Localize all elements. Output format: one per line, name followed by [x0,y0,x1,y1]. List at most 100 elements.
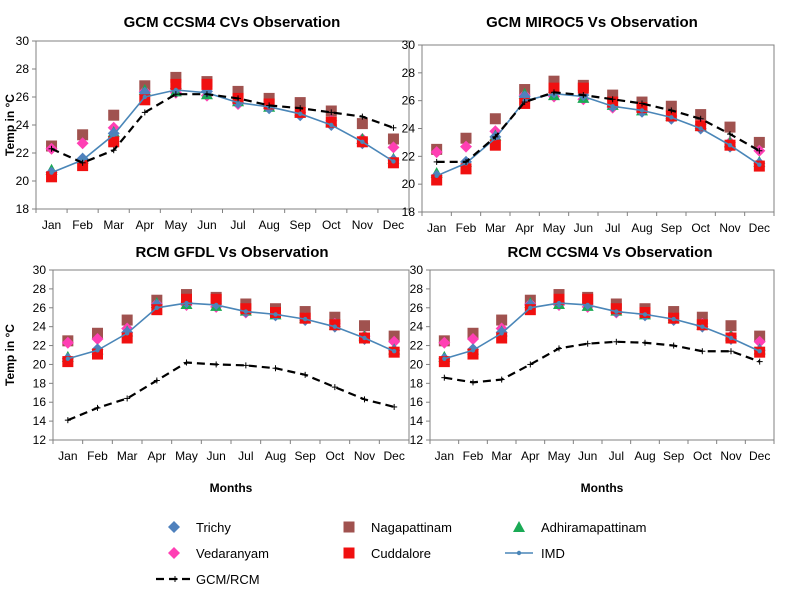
chart-panel-2: 18 20 22 24 26 28 30 Jan Feb Mar Apr May Jun Jul Aug Se… [402,14,775,235]
y-tick-label: 18 [16,202,30,216]
data-point-imd [95,348,100,353]
y-tick-label: 22 [410,339,424,353]
x-tick-label: Oct [325,449,344,463]
x-tick-label: May [548,449,571,463]
data-point-gcmrcm [727,131,733,138]
x-tick-label: Dec [383,449,404,463]
data-point-gcmrcm [141,109,148,116]
y-tick-label: 26 [410,301,424,315]
data-point-imd [362,335,367,341]
legend: Trichy Nagapattinam Adhiramapattinam Vedara… [156,520,647,587]
legend-item-adhiramapattinam: Adhiramapattinam [513,520,647,535]
legend-label: IMD [541,546,565,561]
y-tick-label: 26 [16,90,30,104]
legend-label: Nagapattinam [371,520,452,535]
data-point-vedaranyam [91,332,104,345]
series-line-gcmrcm [51,93,394,164]
y-axis-label: Temp in °C [3,324,17,386]
x-tick-label: Apr [147,449,166,463]
data-point-imd [184,300,189,306]
data-point-gcmrcm [639,100,645,107]
x-tick-label: Jul [609,449,624,463]
data-point-gcmrcm [756,358,763,365]
x-tick-label: Dec [383,218,404,232]
x-tick-label: Jul [230,218,245,232]
series-gcmrcm [64,359,398,424]
data-point-nagapattinam [108,109,120,121]
data-point-imd [213,302,219,308]
data-point-nagapattinam [232,85,244,97]
series-imd [442,300,762,361]
data-point-imd [111,132,116,137]
data-point-imd [434,173,439,179]
series-line-gcmrcm [67,361,395,422]
data-point-vedaranyam [430,146,443,159]
x-tick-label: Jul [605,221,620,235]
data-point-imd [610,104,615,109]
legend-swatch-vedaranyam [168,547,180,559]
data-point-imd [757,349,762,354]
data-point-nagapattinam [170,71,182,83]
data-point-imd [671,316,676,322]
y-tick-label: 14 [33,414,47,428]
y-tick-label: 28 [402,66,416,80]
data-point-cuddalore [139,94,151,106]
data-point-gcmrcm [328,109,335,116]
data-point-cuddalore [577,82,589,94]
data-point-nagapattinam [696,311,708,323]
data-point-vedaranyam [388,335,401,348]
x-tick-label: Feb [72,218,93,232]
data-point-gcmrcm [302,371,309,378]
x-tick-label: Sep [663,449,685,463]
y-tick-label: 24 [402,122,416,136]
data-point-imd [442,356,447,361]
legend-item-vedaranyam: Vedaranyam [168,546,269,561]
y-tick-label: 14 [410,414,424,428]
data-point-imd [273,312,278,317]
x-tick-label: Feb [463,449,484,463]
data-point-gcmrcm [670,342,677,349]
data-point-gcmrcm [613,338,620,345]
data-point-cuddalore [46,171,58,183]
x-tick-label: Sep [294,449,316,463]
y-tick-label: 24 [33,320,47,334]
x-tick-label: Mar [485,221,506,235]
data-point-nagapattinam [724,121,736,133]
y-tick-label: 28 [33,282,47,296]
chart-panel-3: 12 14 16 18 20 22 24 26 28 30 Jan Feb Mar Apr May Jun Ju… [3,244,410,495]
data-point-gcmrcm [203,91,210,98]
y-tick-label: 16 [33,395,47,409]
x-tick-label: May [543,221,566,235]
y-tick-label: 18 [402,205,416,219]
x-tick-label: May [175,449,198,463]
data-point-gcmrcm [642,339,648,346]
data-point-imd [669,115,674,120]
data-point-gcmrcm [521,99,528,106]
data-point-imd [329,122,334,128]
x-tick-label: Jan [427,221,446,235]
data-point-cuddalore [548,82,560,94]
data-point-gcmrcm [124,395,131,402]
data-point-imd [556,300,562,306]
series-line-imd [436,92,760,177]
data-point-gcmrcm [172,91,179,98]
data-point-imd [698,126,703,131]
data-point-nagapattinam [77,129,89,141]
data-point-gcmrcm [213,361,220,368]
y-tick-label: 20 [410,357,424,371]
data-point-nagapattinam [294,97,306,109]
x-tick-label: Oct [691,221,710,235]
series-line-imd [67,302,395,360]
data-point-nagapattinam [387,133,399,145]
y-tick-label: 18 [410,376,424,390]
legend-label: Vedaranyam [196,546,269,561]
data-point-gcmrcm [492,133,499,140]
legend-swatch-cuddalore [343,547,355,559]
data-point-nagapattinam [460,132,472,144]
data-point-cuddalore [582,293,594,305]
data-point-nagapattinam [496,314,508,326]
y-tick-label: 20 [16,174,30,188]
legend-swatch-trichy [168,521,180,533]
plot-area [52,269,410,441]
data-point-cuddalore [170,78,182,90]
